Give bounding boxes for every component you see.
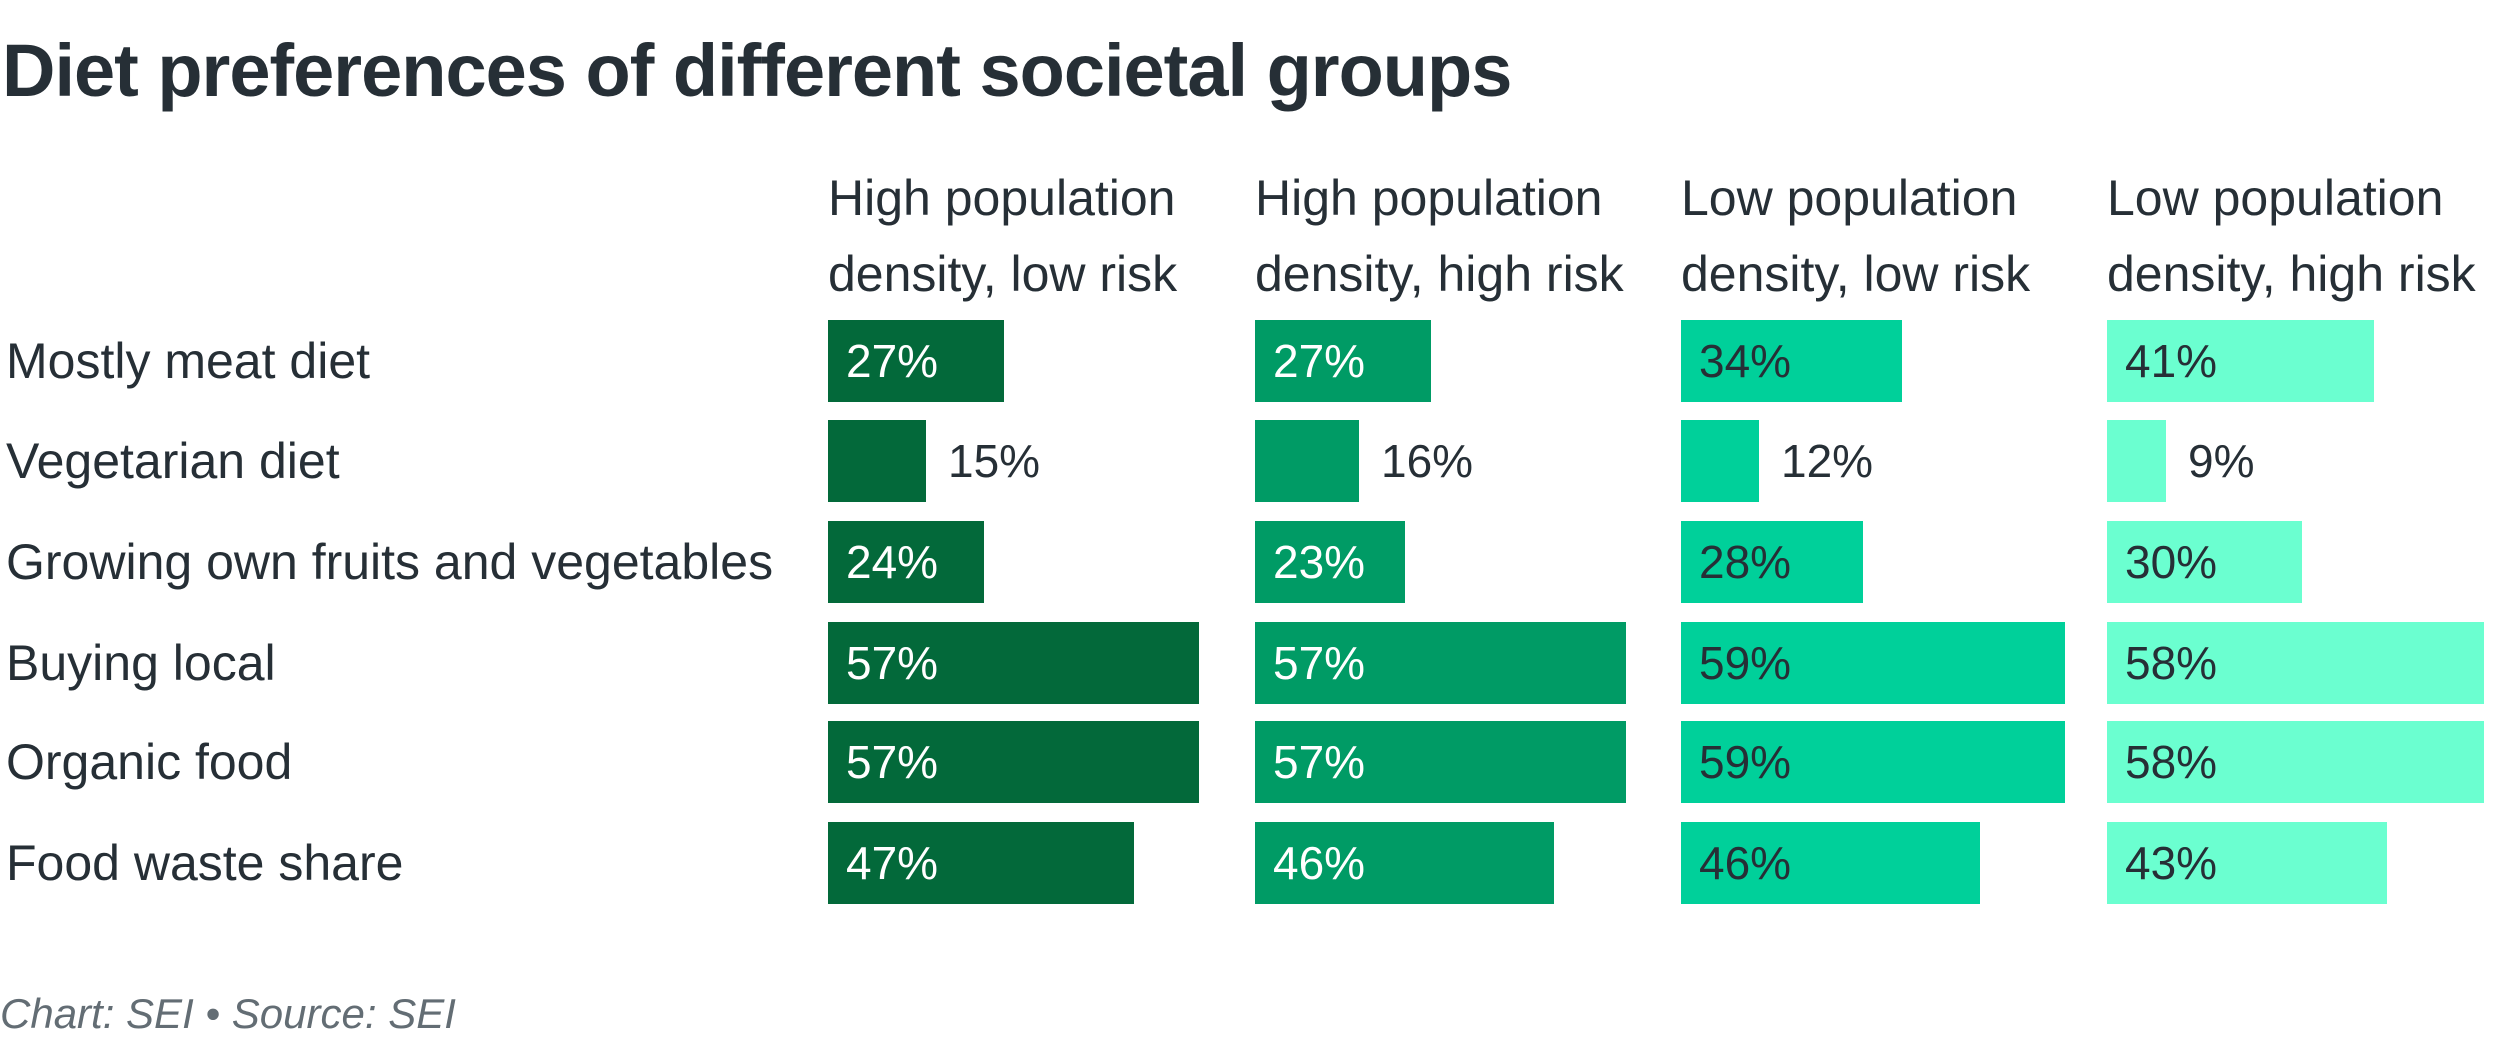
bar xyxy=(2107,320,2374,402)
bar xyxy=(1681,721,2065,803)
bar-value-label: 57% xyxy=(846,736,939,788)
bar-value-label: 58% xyxy=(2125,637,2218,689)
bar-value-label: 16% xyxy=(1381,435,1474,487)
bar xyxy=(828,822,1134,904)
bar xyxy=(828,320,1004,402)
bar-value-label: 58% xyxy=(2125,736,2218,788)
row-label: Vegetarian diet xyxy=(6,433,340,489)
bar xyxy=(2107,521,2302,603)
row-label: Buying local xyxy=(6,635,276,691)
bar xyxy=(1255,521,1405,603)
chart-source-footer: Chart: SEI • Source: SEI xyxy=(0,990,456,1037)
bar xyxy=(1255,320,1431,402)
row-label: Mostly meat diet xyxy=(6,333,371,389)
bar xyxy=(1255,822,1554,904)
bar-value-label: 47% xyxy=(846,837,939,889)
column-header-line: High population xyxy=(1255,170,1603,226)
bar xyxy=(1681,622,2065,704)
bar xyxy=(2107,721,2484,803)
bar-value-label: 27% xyxy=(846,335,939,387)
column-header: High population density, high risk xyxy=(1255,160,1624,312)
bar-value-label: 15% xyxy=(948,435,1041,487)
bar xyxy=(828,420,926,502)
row-label: Organic food xyxy=(6,734,293,790)
bar xyxy=(1255,420,1359,502)
bar-value-label: 30% xyxy=(2125,536,2218,588)
column-header-line: Low population xyxy=(2107,170,2444,226)
bar xyxy=(828,622,1199,704)
column-header: High population density, low risk xyxy=(828,160,1177,312)
bar-value-label: 46% xyxy=(1699,837,1792,889)
column-header-line: density, low risk xyxy=(1681,246,2031,302)
column-header-line: Low population xyxy=(1681,170,2018,226)
bar-value-label: 27% xyxy=(1273,335,1366,387)
bar-value-label: 43% xyxy=(2125,837,2218,889)
bar xyxy=(1681,521,1863,603)
chart-title: Diet preferences of different societal g… xyxy=(2,29,1512,112)
column-header-line: density, high risk xyxy=(2107,246,2476,302)
column-header: Low population density, low risk xyxy=(1681,160,2030,312)
bar-value-label: 34% xyxy=(1699,335,1792,387)
column-header-line: density, low risk xyxy=(828,246,1178,302)
bar xyxy=(2107,622,2484,704)
bar xyxy=(1255,721,1626,803)
column-header-line: High population xyxy=(828,170,1176,226)
bar-value-label: 57% xyxy=(846,637,939,689)
bar xyxy=(1255,622,1626,704)
bar-value-label: 59% xyxy=(1699,637,1792,689)
column-header: Low population density, high risk xyxy=(2107,160,2476,312)
bar xyxy=(1681,320,1902,402)
bar xyxy=(2107,822,2387,904)
bar xyxy=(1681,822,1980,904)
bar-value-label: 59% xyxy=(1699,736,1792,788)
bar-value-label: 9% xyxy=(2188,435,2255,487)
bar xyxy=(2107,420,2166,502)
column-header-line: density, high risk xyxy=(1255,246,1624,302)
bar xyxy=(1681,420,1759,502)
bar-value-label: 12% xyxy=(1781,435,1874,487)
bar-value-label: 57% xyxy=(1273,736,1366,788)
row-label: Food waste share xyxy=(6,835,404,891)
bar-value-label: 23% xyxy=(1273,536,1366,588)
bar-value-label: 24% xyxy=(846,536,939,588)
bar-value-label: 46% xyxy=(1273,837,1366,889)
bar xyxy=(828,721,1199,803)
bar-value-label: 28% xyxy=(1699,536,1792,588)
bar-value-label: 57% xyxy=(1273,637,1366,689)
bar-value-label: 41% xyxy=(2125,335,2218,387)
bar xyxy=(828,521,984,603)
row-label: Growing own fruits and vegetables xyxy=(6,534,774,590)
